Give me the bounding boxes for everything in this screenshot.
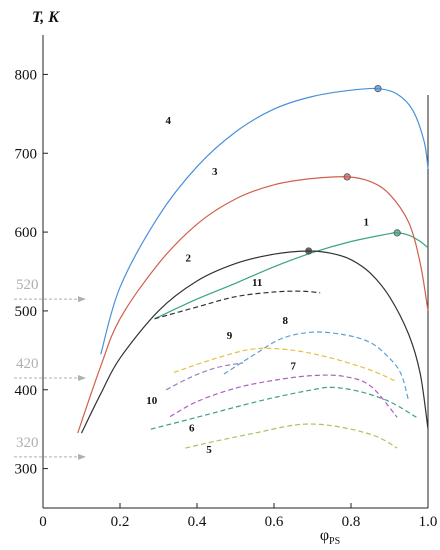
series-label-9: 9 xyxy=(227,330,233,342)
x-tick-label: 0.6 xyxy=(265,514,284,530)
series-label-1: 1 xyxy=(364,217,370,229)
series-line-5 xyxy=(185,423,398,449)
series-line-1 xyxy=(154,232,429,320)
y-tick-label: 400 xyxy=(15,383,38,399)
series-line-7 xyxy=(169,374,398,418)
series-max-marker-3 xyxy=(343,173,351,181)
series-max-marker-4 xyxy=(374,85,382,93)
annotation-label-520: 520 xyxy=(16,277,39,293)
y-tick-label: 800 xyxy=(15,67,38,83)
annotation-layer: 520 420 320 xyxy=(14,277,86,460)
annotation-label-320: 320 xyxy=(16,435,39,451)
axes-layer: 300 400 500 600 700 800 0 0.2 0.4 0.6 0.8 1.0 T, K φP… xyxy=(15,9,438,547)
series-line-6 xyxy=(150,386,417,430)
series-line-9 xyxy=(173,347,398,383)
series-label-10: 10 xyxy=(146,395,158,407)
series-layer xyxy=(77,85,429,449)
series-label-11: 11 xyxy=(252,277,262,289)
series-line-8 xyxy=(223,331,410,402)
series-line-4 xyxy=(100,87,429,355)
series-max-marker-1 xyxy=(393,229,401,237)
series-max-marker-2 xyxy=(305,247,313,255)
x-tick-label: 0.4 xyxy=(188,514,207,530)
annotation-arrowhead-420 xyxy=(78,374,86,381)
series-label-7: 7 xyxy=(291,361,297,373)
annotation-label-420: 420 xyxy=(16,356,39,372)
series-label-8: 8 xyxy=(283,315,289,327)
y-tick-label: 700 xyxy=(15,146,38,162)
series-label-5: 5 xyxy=(206,444,212,456)
x-tick-label: 0 xyxy=(39,514,47,530)
x-axis-title: φPS xyxy=(320,527,340,547)
series-line-3 xyxy=(77,176,429,434)
y-tick-label: 600 xyxy=(15,225,38,241)
annotation-arrowhead-320 xyxy=(78,453,86,460)
y-tick-label: 300 xyxy=(15,462,38,478)
series-label-2: 2 xyxy=(186,253,192,265)
curve-label-layer: 1 2 3 4 56 7 8 9 10 11 xyxy=(146,115,369,456)
y-tick-label: 500 xyxy=(15,304,38,320)
x-tick-label: 1.0 xyxy=(419,514,438,530)
series-line-11 xyxy=(154,290,321,320)
x-tick-label: 0.2 xyxy=(111,514,130,530)
x-tick-label: 0.8 xyxy=(342,514,361,530)
series-label-6: 6 xyxy=(189,422,195,434)
series-line-10 xyxy=(165,362,244,391)
annotation-arrowhead-520 xyxy=(78,296,86,303)
series-label-3: 3 xyxy=(212,166,218,178)
y-axis-title: T, K xyxy=(32,9,60,26)
series-label-4: 4 xyxy=(166,115,172,127)
